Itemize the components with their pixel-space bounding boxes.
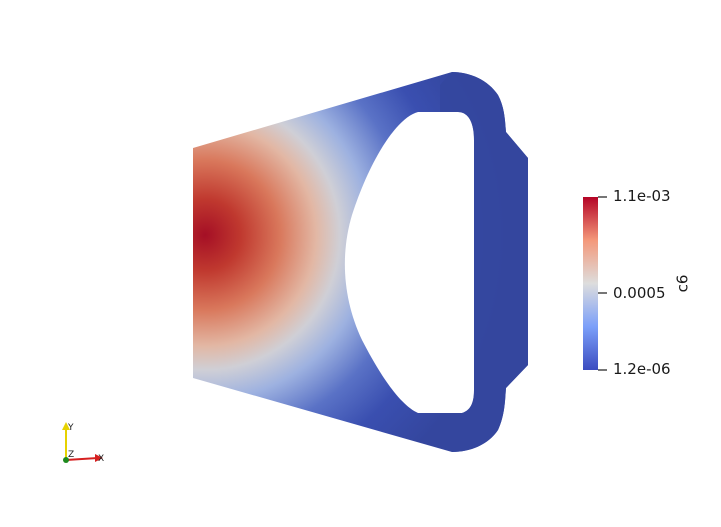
z-axis-dot	[63, 457, 69, 463]
axis-y-label: Y	[67, 423, 74, 433]
x-axis-arrow	[95, 454, 103, 462]
axis-x-label: X	[98, 454, 104, 464]
colorbar-title: c6	[673, 274, 692, 293]
colorbar-min-label: 1.2e-06	[613, 360, 671, 378]
colorbar-max-label: 1.1e-03	[613, 187, 671, 205]
axis-z-label: Z	[68, 450, 74, 460]
colorbar-gradient	[583, 197, 598, 370]
y-axis-arrow	[62, 422, 70, 430]
x-axis-line	[65, 457, 99, 461]
orientation-axes-widget: Y Z X	[62, 422, 104, 464]
mesh-flange	[440, 72, 528, 452]
colorbar-mid-label: 0.0005	[613, 284, 666, 302]
